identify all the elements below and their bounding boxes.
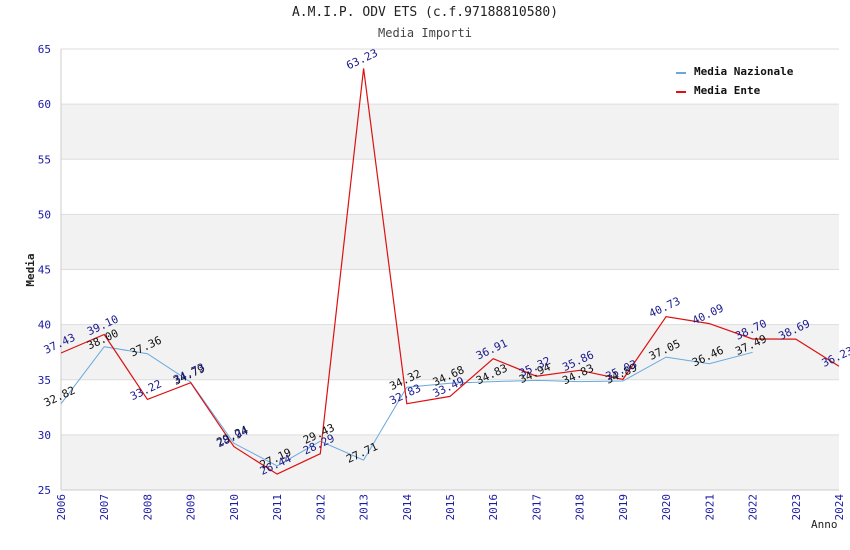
x-tick-label: 2015 <box>444 494 457 521</box>
x-tick-label: 2021 <box>703 494 716 521</box>
chart-title: A.M.I.P. ODV ETS (c.f.97188810580) <box>291 5 559 20</box>
series-line-media-ente <box>60 68 840 475</box>
y-tick-label: 25 <box>38 484 51 497</box>
background-band <box>61 434 839 490</box>
x-axis-ticks: 2006 2007 2008 2009 2010 2011 2012 2013 2014 2015… <box>55 494 846 521</box>
x-tick-label: 2006 <box>55 494 68 521</box>
x-tick-label: 2019 <box>617 494 630 521</box>
legend: Media Nazionale Media Ente <box>669 60 810 102</box>
y-tick-label: 50 <box>38 208 51 221</box>
x-axis-label: Anno <box>811 518 838 531</box>
y-axis-ticks: 25 30 35 40 45 50 55 60 65 <box>38 43 51 497</box>
background-band <box>61 214 839 270</box>
legend-label: Media Nazionale <box>694 65 794 78</box>
data-label: 33.22 <box>128 377 164 403</box>
chart-subtitle: Media Importi <box>378 26 472 40</box>
x-tick-label: 2016 <box>487 494 500 521</box>
x-tick-label: 2017 <box>530 494 543 521</box>
x-tick-label: 2010 <box>228 494 241 521</box>
y-tick-label: 65 <box>38 43 51 56</box>
y-tick-label: 45 <box>38 264 51 277</box>
x-tick-label: 2011 <box>271 494 284 521</box>
y-tick-label: 40 <box>38 319 51 332</box>
x-tick-label: 2024 <box>833 494 846 521</box>
y-axis-label: Media <box>24 253 37 286</box>
y-tick-label: 35 <box>38 374 51 387</box>
series-lines <box>60 68 840 475</box>
x-tick-label: 2012 <box>314 494 327 521</box>
background-band <box>61 104 839 160</box>
x-tick-label: 2022 <box>747 494 760 521</box>
x-tick-label: 2014 <box>401 494 414 521</box>
background-band <box>61 324 839 380</box>
series-line-media-nazionale <box>60 346 753 467</box>
y-tick-label: 60 <box>38 98 51 111</box>
x-tick-label: 2009 <box>185 494 198 521</box>
y-tick-label: 30 <box>38 429 51 442</box>
x-tick-label: 2007 <box>98 494 111 521</box>
x-tick-label: 2008 <box>141 494 154 521</box>
x-tick-label: 2020 <box>660 494 673 521</box>
background-bands <box>61 104 839 490</box>
data-label: 63.23 <box>344 46 380 72</box>
y-tick-label: 55 <box>38 153 51 166</box>
x-tick-label: 2023 <box>790 494 803 521</box>
gridlines <box>61 48 839 491</box>
axes <box>60 49 839 491</box>
data-label: 40.73 <box>647 295 683 321</box>
data-label: 32.82 <box>42 384 78 410</box>
x-tick-label: 2013 <box>358 494 371 521</box>
legend-label: Media Ente <box>694 84 761 97</box>
legend-box <box>669 60 810 102</box>
x-tick-label: 2018 <box>574 494 587 521</box>
